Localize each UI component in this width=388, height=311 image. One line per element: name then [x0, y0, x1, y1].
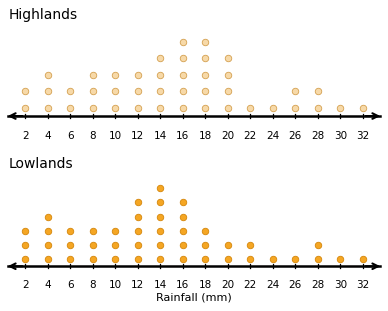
- Text: Highlands: Highlands: [8, 8, 78, 22]
- Point: [90, 257, 96, 262]
- Point: [180, 72, 186, 77]
- Point: [247, 257, 253, 262]
- Point: [202, 56, 208, 61]
- Point: [67, 89, 73, 94]
- Point: [180, 39, 186, 44]
- Point: [135, 105, 141, 110]
- Point: [157, 186, 163, 191]
- Point: [315, 105, 321, 110]
- Point: [202, 39, 208, 44]
- Point: [315, 89, 321, 94]
- Point: [202, 89, 208, 94]
- Point: [337, 257, 343, 262]
- Point: [22, 228, 28, 233]
- Point: [67, 105, 73, 110]
- Point: [45, 214, 51, 219]
- Point: [225, 257, 231, 262]
- Point: [315, 257, 321, 262]
- Point: [315, 243, 321, 248]
- Point: [225, 72, 231, 77]
- Point: [157, 89, 163, 94]
- Point: [22, 89, 28, 94]
- Point: [292, 89, 298, 94]
- Point: [112, 257, 118, 262]
- Point: [22, 243, 28, 248]
- Point: [112, 89, 118, 94]
- Point: [157, 257, 163, 262]
- Point: [157, 56, 163, 61]
- Point: [270, 257, 276, 262]
- Point: [180, 105, 186, 110]
- Point: [225, 56, 231, 61]
- Point: [225, 105, 231, 110]
- Point: [90, 89, 96, 94]
- Point: [157, 200, 163, 205]
- X-axis label: Rainfall (mm): Rainfall (mm): [156, 293, 232, 303]
- Point: [247, 105, 253, 110]
- Point: [67, 257, 73, 262]
- Point: [225, 243, 231, 248]
- Point: [90, 72, 96, 77]
- Point: [180, 214, 186, 219]
- Point: [45, 105, 51, 110]
- Point: [45, 228, 51, 233]
- Point: [157, 228, 163, 233]
- Point: [157, 72, 163, 77]
- Point: [157, 105, 163, 110]
- Point: [202, 257, 208, 262]
- Point: [112, 105, 118, 110]
- Point: [202, 72, 208, 77]
- Point: [247, 243, 253, 248]
- Point: [135, 200, 141, 205]
- Point: [180, 228, 186, 233]
- Point: [67, 243, 73, 248]
- Point: [135, 257, 141, 262]
- Point: [112, 72, 118, 77]
- Point: [135, 243, 141, 248]
- Point: [292, 257, 298, 262]
- Point: [180, 243, 186, 248]
- Point: [135, 228, 141, 233]
- Point: [22, 105, 28, 110]
- Point: [112, 228, 118, 233]
- Point: [202, 243, 208, 248]
- Point: [270, 105, 276, 110]
- Point: [135, 214, 141, 219]
- Text: Lowlands: Lowlands: [8, 157, 73, 171]
- Point: [180, 89, 186, 94]
- Point: [135, 72, 141, 77]
- Point: [180, 200, 186, 205]
- Point: [45, 257, 51, 262]
- Point: [157, 214, 163, 219]
- Point: [157, 243, 163, 248]
- Point: [202, 105, 208, 110]
- Point: [360, 105, 366, 110]
- Point: [337, 105, 343, 110]
- Point: [22, 257, 28, 262]
- Point: [202, 228, 208, 233]
- Point: [225, 89, 231, 94]
- Point: [67, 228, 73, 233]
- Point: [45, 243, 51, 248]
- Point: [135, 89, 141, 94]
- Point: [90, 105, 96, 110]
- Point: [45, 89, 51, 94]
- Point: [112, 243, 118, 248]
- Point: [45, 72, 51, 77]
- Point: [360, 257, 366, 262]
- Point: [90, 228, 96, 233]
- Point: [180, 257, 186, 262]
- Point: [292, 105, 298, 110]
- Point: [90, 243, 96, 248]
- Point: [180, 56, 186, 61]
